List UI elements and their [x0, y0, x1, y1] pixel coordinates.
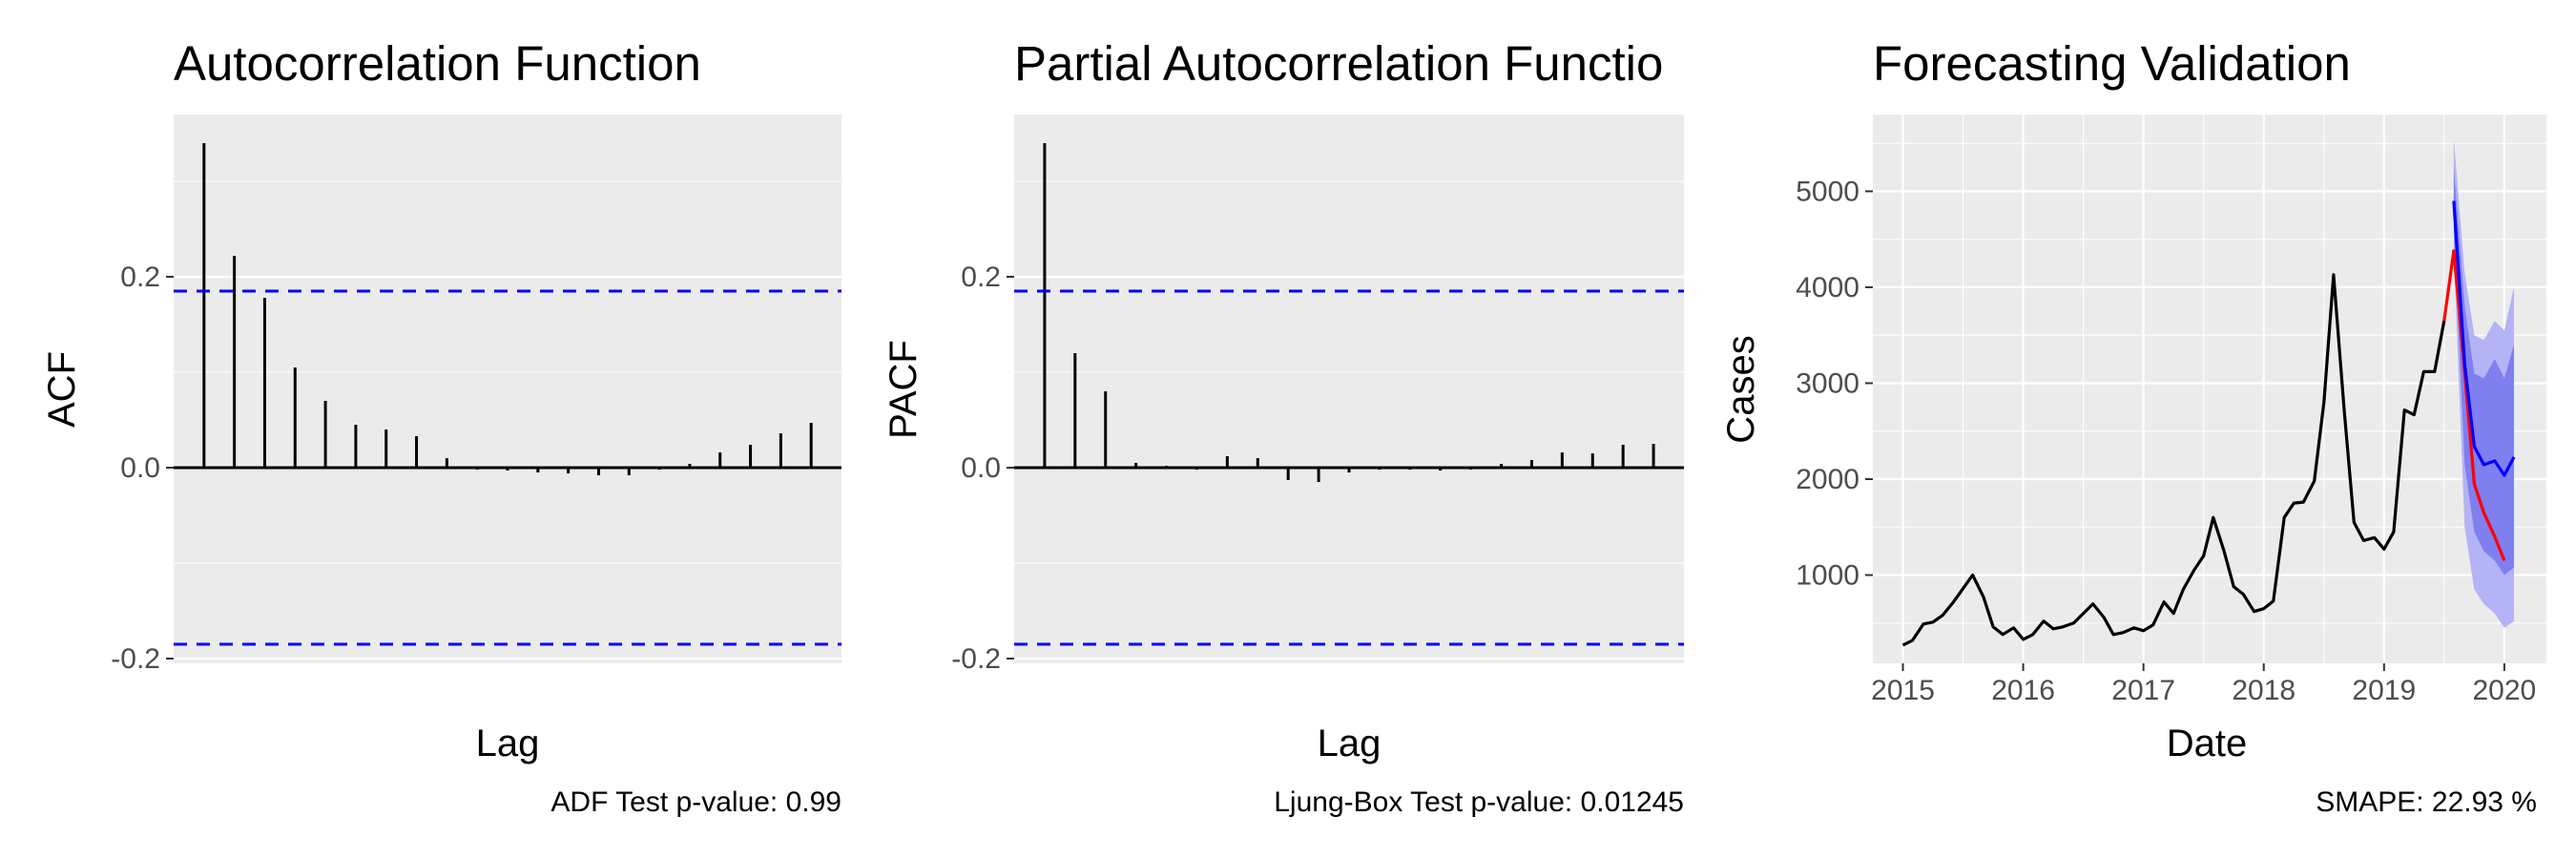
forecast-x-axis-title: Date [2167, 723, 2248, 765]
acf-title: Autocorrelation Function [174, 36, 701, 91]
acf-y-tick-label: 0.2 [120, 262, 160, 293]
forecast-x-tick-label: 2015 [1871, 675, 1935, 706]
forecast-series-actual-test [2442, 249, 2506, 561]
forecast-y-tick-label: 2000 [1796, 464, 1859, 495]
forecast-x-tick-label: 2020 [2473, 675, 2537, 706]
forecast-y-tick-label: 3000 [1796, 367, 1859, 399]
pacf-x-axis-title: Lag [1318, 723, 1381, 765]
forecast-y-tick-label: 5000 [1796, 176, 1859, 207]
forecast-y-tick-label: 1000 [1796, 560, 1859, 592]
acf-x-axis-title: Lag [476, 723, 540, 765]
pacf-y-tick-label: -0.2 [951, 643, 1001, 675]
pacf-title: Partial Autocorrelation Functio [1014, 36, 1663, 91]
forecast-title: Forecasting Validation [1873, 36, 2351, 91]
forecast-x-tick-label: 2016 [1991, 675, 2055, 706]
pacf-y-tick-label: 0.2 [961, 262, 1001, 293]
acf-y-tick-label: 0.0 [120, 452, 160, 484]
forecast-panel: Forecasting Validation 1000 2000 3000 4000 5… [1720, 36, 2546, 818]
acf-plot-background [174, 115, 841, 663]
pacf-caption: Ljung-Box Test p-value: 0.01245 [1274, 786, 1684, 818]
pacf-y-tick-label: 0.0 [961, 452, 1001, 484]
forecast-x-tick-label: 2018 [2232, 675, 2296, 706]
forecast-plot-background [1873, 115, 2546, 663]
pacf-y-axis-title: PACF [883, 340, 924, 439]
forecast-caption: SMAPE: 22.93 % [2316, 786, 2537, 818]
acf-caption: ADF Test p-value: 0.99 [551, 786, 841, 818]
forecast-series-forecast-mean [2452, 200, 2516, 477]
pacf-panel: Partial Autocorrelation Functio -0.2 0.0 0… [883, 36, 1684, 818]
acf-y-tick-label: -0.2 [111, 643, 160, 675]
forecast-prediction-band-80 [2453, 167, 2514, 576]
forecast-x-tick-label: 2019 [2352, 675, 2416, 706]
forecast-series-observed [1901, 273, 2446, 647]
pacf-plot-background [1014, 115, 1684, 663]
acf-y-axis-title: ACF [41, 351, 83, 428]
acf-panel: Autocorrelation Function -0.20.00.2 ACF … [41, 36, 841, 818]
forecast-y-axis-title: Cases [1720, 335, 1762, 443]
forecast-y-tick-label: 4000 [1796, 272, 1859, 304]
forecast-x-tick-label: 2017 [2111, 675, 2175, 706]
